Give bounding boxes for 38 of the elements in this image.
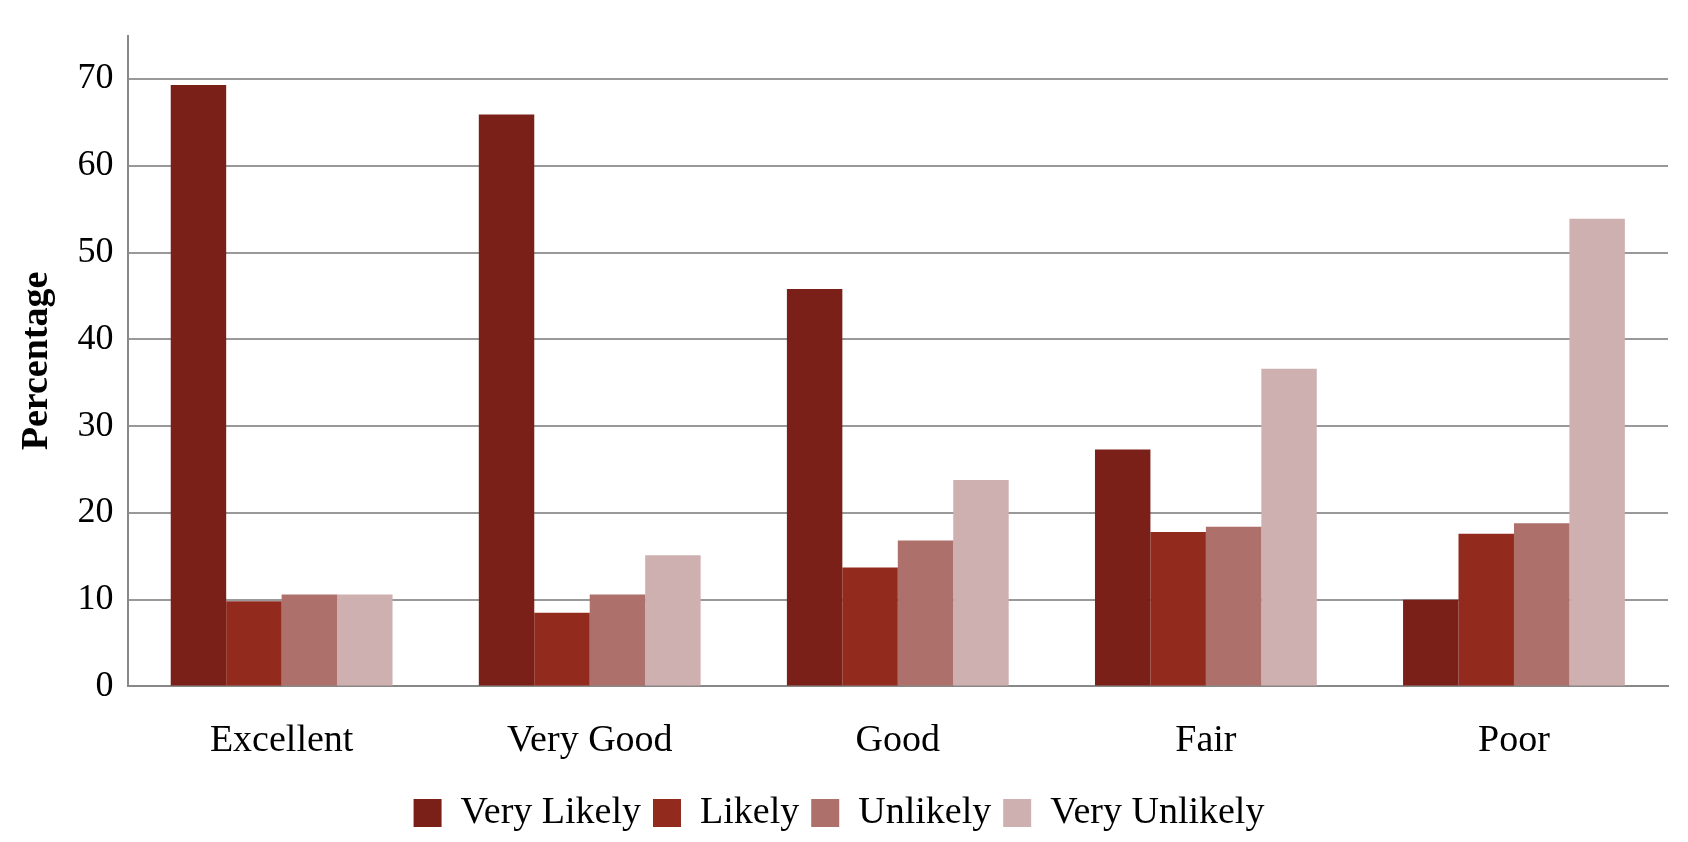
bar — [1513, 523, 1570, 686]
y-tick-label: 40 — [77, 316, 114, 357]
x-tick-label: Good — [855, 717, 941, 760]
bar — [337, 594, 393, 686]
x-tick-label: Excellent — [209, 717, 354, 760]
x-tick-label: Fair — [1175, 717, 1237, 760]
bar — [1205, 526, 1262, 686]
bar — [1261, 368, 1317, 686]
y-tick-label: 0 — [95, 663, 114, 704]
legend-label: Very Unlikely — [1050, 788, 1265, 831]
bar — [786, 288, 843, 686]
bar — [170, 85, 227, 686]
bar — [1094, 449, 1151, 686]
bar — [953, 479, 1009, 686]
bar — [281, 594, 338, 686]
bar — [534, 612, 590, 686]
legend-label: Unlikely — [858, 788, 992, 831]
x-tick-label: Poor — [1478, 717, 1551, 760]
y-tick-label: 10 — [77, 577, 114, 618]
bar — [897, 540, 954, 686]
bar — [645, 555, 701, 686]
bar — [589, 594, 646, 686]
bar — [1569, 218, 1625, 686]
bar — [842, 567, 898, 686]
y-tick-label: 60 — [77, 143, 114, 184]
bar — [1458, 533, 1514, 686]
legend-label: Likely — [700, 788, 800, 831]
y-tick-label: 30 — [77, 403, 114, 444]
bar — [478, 114, 535, 686]
y-tick-label: 50 — [77, 229, 114, 270]
y-tick-label: 70 — [77, 56, 114, 97]
bar — [1150, 531, 1206, 686]
y-axis-title: Percentage — [12, 271, 55, 451]
bar — [1403, 599, 1459, 686]
x-tick-label: Very Good — [506, 717, 673, 760]
y-tick-label: 20 — [77, 490, 114, 531]
legend-label: Very Likely — [460, 788, 642, 831]
bar — [226, 601, 282, 686]
